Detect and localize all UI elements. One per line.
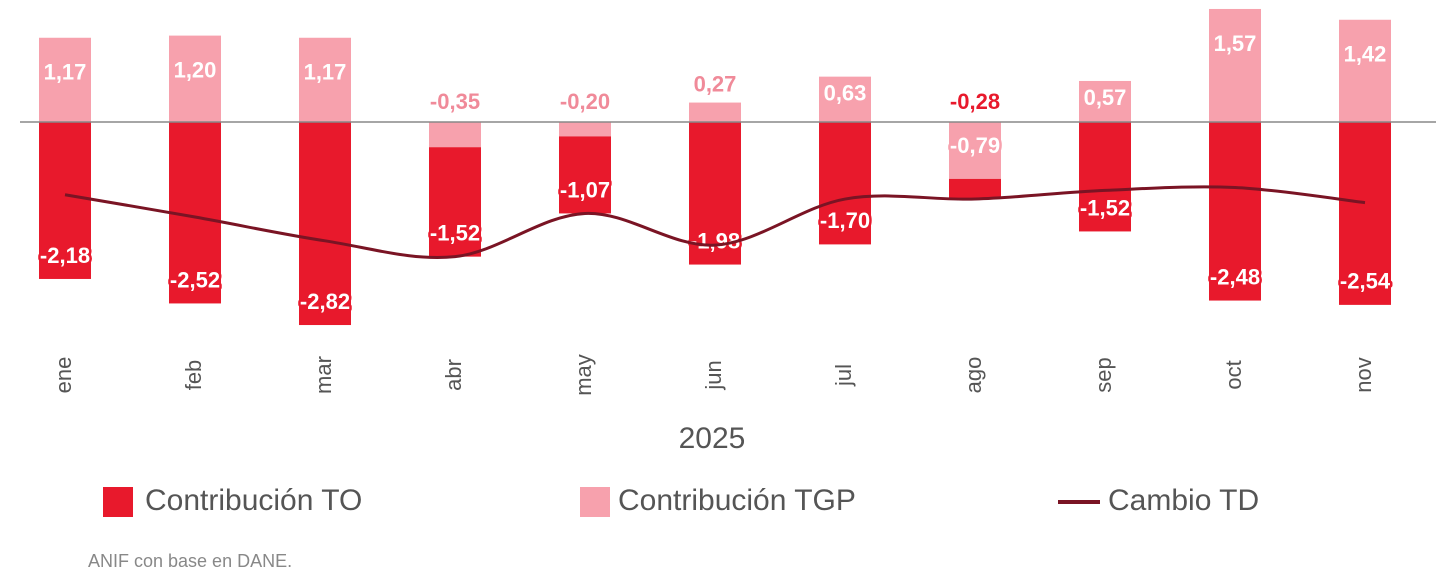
bar xyxy=(429,122,481,148)
data-label: -1,52 xyxy=(430,220,480,245)
bar xyxy=(39,37,91,123)
data-label: -0,79 xyxy=(950,133,1000,158)
bar xyxy=(1079,122,1131,232)
x-tick-label: ago xyxy=(961,357,986,394)
data-label: 0,63 xyxy=(824,80,867,105)
bar xyxy=(39,122,91,279)
bar xyxy=(689,122,741,265)
bar xyxy=(169,35,221,122)
legend-label: Cambio TD xyxy=(1108,484,1259,517)
data-label: 1,42 xyxy=(1344,42,1387,67)
data-label: -1,52 xyxy=(1080,195,1130,220)
x-tick-label: may xyxy=(571,354,596,396)
bar xyxy=(949,178,1001,200)
bar xyxy=(299,122,351,326)
legend-swatch xyxy=(103,487,133,517)
legend-label: Contribución TGP xyxy=(618,484,856,517)
bar xyxy=(819,76,871,122)
bar xyxy=(1209,8,1261,123)
data-label: 0,57 xyxy=(1084,85,1127,110)
data-label: -2,82 xyxy=(300,289,350,314)
source: ANIF con base en DANE. xyxy=(88,551,292,571)
x-tick-label: sep xyxy=(1091,357,1116,392)
data-label: -2,48 xyxy=(1210,264,1260,289)
data-label: -1,98 xyxy=(690,228,740,253)
x-axis-title: 2025 xyxy=(679,422,746,455)
x-tick-label: ene xyxy=(51,357,76,394)
data-label: -2,54 xyxy=(1340,269,1391,294)
data-label: -2,52 xyxy=(170,267,220,292)
bar xyxy=(1339,19,1391,122)
bar xyxy=(559,122,611,137)
bar xyxy=(819,122,871,245)
x-tick-label: nov xyxy=(1351,357,1376,392)
bar xyxy=(429,147,481,257)
x-tick-label: jun xyxy=(701,360,726,390)
x-tick-label: abr xyxy=(441,359,466,391)
bar xyxy=(1079,80,1131,122)
data-label: -0,35 xyxy=(430,89,480,114)
bar xyxy=(949,122,1001,179)
bar xyxy=(559,136,611,214)
data-label: -0,28 xyxy=(950,89,1000,114)
x-tick-label: mar xyxy=(311,356,336,394)
data-label: -1,07 xyxy=(560,177,610,202)
legend-label: Contribución TO xyxy=(145,484,362,517)
data-label: 1,57 xyxy=(1214,31,1257,56)
data-label: -1,70 xyxy=(820,208,870,233)
data-label: 1,20 xyxy=(174,57,217,82)
data-label: 1,17 xyxy=(44,60,87,85)
data-label: -2,18 xyxy=(40,243,90,268)
line xyxy=(64,185,1366,260)
bar xyxy=(299,37,351,123)
data-label: 0,27 xyxy=(694,71,737,96)
x-tick-label: jul xyxy=(831,364,856,387)
bar xyxy=(689,102,741,122)
x-tick-label: feb xyxy=(181,360,206,391)
data-label: -0,20 xyxy=(560,89,610,114)
bar xyxy=(1339,122,1391,305)
data-label: 1,17 xyxy=(304,60,347,85)
legend-swatch xyxy=(580,487,610,517)
x-tick-label: oct xyxy=(1221,360,1246,389)
bar xyxy=(1209,122,1261,301)
